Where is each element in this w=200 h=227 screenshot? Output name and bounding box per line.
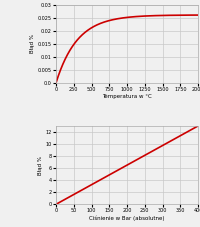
Y-axis label: Błąd %: Błąd % (30, 34, 35, 53)
X-axis label: Ciśnienie w Bar (absolutne): Ciśnienie w Bar (absolutne) (89, 216, 165, 221)
X-axis label: Temperatura w °C: Temperatura w °C (102, 94, 152, 99)
Y-axis label: Błąd %: Błąd % (38, 156, 43, 175)
